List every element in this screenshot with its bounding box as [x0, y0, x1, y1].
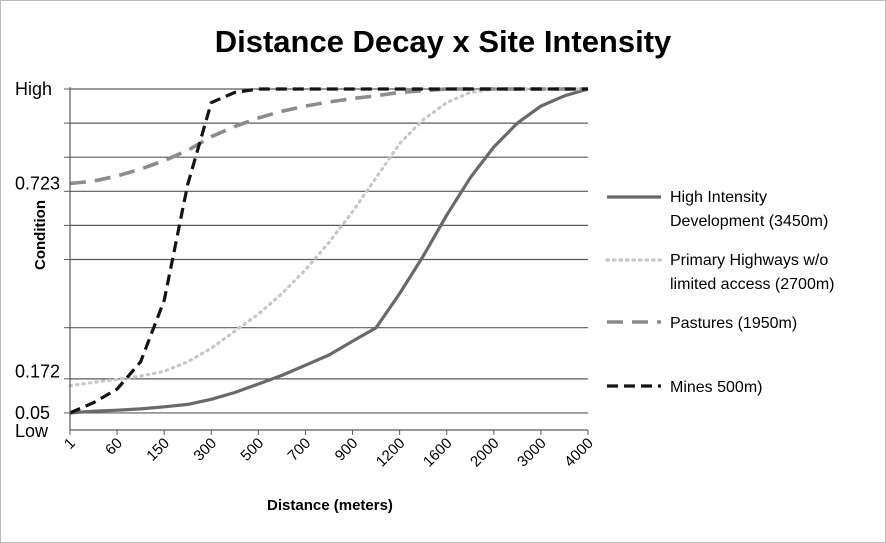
- x-tick-label: 4000: [561, 435, 597, 471]
- series-lines: [68, 87, 590, 415]
- x-tick-label: 1: [61, 435, 79, 453]
- chart-title: Distance Decay x Site Intensity: [215, 24, 672, 59]
- legend-item: Primary Highways w/o limited access (2700…: [605, 252, 835, 293]
- x-tick-label: 300: [190, 435, 220, 465]
- axes: [64, 87, 589, 435]
- legend-item: Pastures (1950m): [607, 315, 797, 332]
- legend-label: Mines 500m): [670, 379, 762, 396]
- y-tick-label: 0.723: [15, 173, 60, 193]
- x-tick-labels: 1 60 150 300 500 700 900 1200 1600 2000 3000 4000: [61, 435, 597, 471]
- legend-label: High Intensity Development (3450m): [670, 189, 828, 230]
- legend-label: Pastures (1950m): [670, 315, 797, 332]
- x-tick-label: 500: [237, 435, 267, 465]
- series-line-1: [69, 87, 589, 415]
- legend: High Intensity Development (3450m) Primary…: [605, 189, 835, 396]
- legend-label: Primary Highways w/o limited access (2700…: [670, 252, 835, 293]
- series-line-4: [69, 87, 588, 415]
- y-tick-label: High: [15, 79, 52, 99]
- y-tick-label: 0.172: [15, 361, 60, 381]
- x-tick-label: 1200: [373, 435, 409, 471]
- x-tick-label: 900: [332, 435, 362, 465]
- x-tick-label: 700: [285, 435, 315, 465]
- y-tick-label: 0.05: [15, 403, 50, 423]
- y-axis-label: Condition: [32, 200, 49, 270]
- x-tick-label: 2000: [467, 435, 503, 471]
- x-tick-label: 3000: [514, 435, 550, 471]
- legend-item: Mines 500m): [607, 379, 762, 396]
- x-tick-label: 1600: [420, 435, 456, 471]
- x-axis-label: Distance (meters): [267, 497, 393, 514]
- gridlines: [70, 88, 588, 414]
- x-tick-label: 60: [102, 435, 126, 459]
- legend-item: High Intensity Development (3450m): [607, 189, 828, 230]
- series-line-3: [69, 87, 588, 186]
- x-tick-label: 150: [143, 435, 173, 465]
- y-tick-label: Low: [15, 421, 49, 441]
